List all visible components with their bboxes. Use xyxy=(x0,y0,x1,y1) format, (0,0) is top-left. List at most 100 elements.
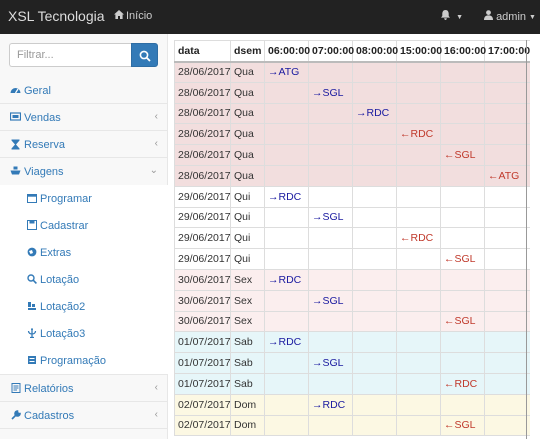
cell-time-slot[interactable]: →RDC xyxy=(264,268,309,291)
cell-time-slot xyxy=(440,61,485,83)
cell-time-slot xyxy=(396,352,441,374)
outbound-trip[interactable]: →RDC xyxy=(268,336,302,349)
sidebar-item-label: Relatórios xyxy=(24,383,74,395)
sidebar-subitem-label: Programação xyxy=(40,355,107,367)
outbound-trip[interactable]: →RDC xyxy=(268,273,302,286)
sidebar-subitem-label: Extras xyxy=(40,247,72,259)
cell-time-slot[interactable]: ←SGL xyxy=(440,248,485,270)
cell-time-slot xyxy=(264,352,309,374)
cell-weekday: Qui xyxy=(230,227,265,250)
cell-time-slot[interactable]: ←RDC xyxy=(396,227,441,250)
table-row: 28/06/2017 Qua ←RDC xyxy=(174,123,530,146)
cell-time-slot xyxy=(352,414,397,437)
outbound-trip[interactable]: →ATG xyxy=(268,66,300,79)
inbound-trip[interactable]: ←ATG xyxy=(488,169,520,182)
column-header[interactable]: 15:00:00 xyxy=(396,40,442,63)
cell-time-slot[interactable]: →SGL xyxy=(308,289,353,312)
cell-time-slot xyxy=(484,289,530,312)
cell-time-slot[interactable]: →SGL xyxy=(308,352,353,374)
table-header-row: data dsem 06:00:00 07:00:00 08:00:00 15:00:00… xyxy=(174,40,530,63)
cell-time-slot[interactable]: ←SGL xyxy=(440,310,485,333)
cell-time-slot[interactable]: →RDC xyxy=(264,185,309,208)
cell-time-slot xyxy=(484,123,530,146)
cell-time-slot[interactable]: →RDC xyxy=(352,102,397,125)
cell-time-slot[interactable]: →RDC xyxy=(308,393,353,416)
sidebar-subitem-programacao[interactable]: Programação xyxy=(0,347,168,374)
cell-time-slot xyxy=(396,206,441,229)
brand-link[interactable]: XSL Tecnologia xyxy=(8,8,105,24)
cell-time-slot xyxy=(440,185,485,208)
outbound-trip[interactable]: →SGL xyxy=(312,86,344,99)
sidebar-subitem-lotacao2[interactable]: Lotação2 xyxy=(0,293,168,320)
notifications-dropdown[interactable]: ▼ xyxy=(441,10,463,23)
cell-weekday: Sab xyxy=(230,331,265,354)
sidebar-subitem-extras[interactable]: Extras xyxy=(0,239,168,266)
cell-time-slot xyxy=(264,123,309,146)
sidebar-item-viagens[interactable]: Viagens ⌄ xyxy=(0,158,168,185)
cell-date: 28/06/2017 xyxy=(174,123,231,146)
schedule-table-container: data dsem 06:00:00 07:00:00 08:00:00 15:00:00… xyxy=(174,40,530,439)
inbound-trip[interactable]: ←RDC xyxy=(400,128,434,141)
outbound-trip[interactable]: →RDC xyxy=(356,107,390,120)
cell-time-slot xyxy=(308,123,353,146)
sidebar-item-geral[interactable]: Geral xyxy=(0,77,168,104)
column-header[interactable]: 08:00:00 xyxy=(352,40,398,63)
table-row: 02/07/2017 Dom ←SGL xyxy=(174,414,530,437)
sidebar-subitem-programar[interactable]: Programar xyxy=(0,185,168,212)
cell-time-slot xyxy=(484,393,530,416)
sidebar-item-reserva[interactable]: Reserva ‹ xyxy=(0,131,168,158)
cell-time-slot xyxy=(396,185,441,208)
cell-time-slot[interactable]: ←ATG xyxy=(484,164,530,187)
search-button[interactable] xyxy=(131,43,158,67)
outbound-trip[interactable]: →SGL xyxy=(312,357,344,370)
cell-time-slot[interactable]: ←RDC xyxy=(440,372,485,395)
column-header[interactable]: dsem xyxy=(230,40,265,63)
cell-time-slot[interactable]: →SGL xyxy=(308,206,353,229)
inbound-trip[interactable]: ←SGL xyxy=(444,315,476,328)
column-header[interactable]: 17:00:00 xyxy=(484,40,530,63)
cell-weekday: Qua xyxy=(230,123,265,146)
cell-date: 01/07/2017 xyxy=(174,331,231,354)
toilet-icon xyxy=(26,328,37,339)
inbound-trip[interactable]: ←SGL xyxy=(444,419,476,432)
ship-icon xyxy=(10,166,21,177)
column-header[interactable]: 16:00:00 xyxy=(440,40,486,63)
cell-time-slot xyxy=(308,310,353,333)
cell-time-slot[interactable]: ←SGL xyxy=(440,414,485,437)
cell-time-slot[interactable]: ←SGL xyxy=(440,144,485,166)
outbound-trip[interactable]: →SGL xyxy=(312,294,344,307)
scroll-divider xyxy=(526,40,527,439)
sidebar-subitem-cadastrar[interactable]: Cadastrar xyxy=(0,212,168,239)
inbound-trip[interactable]: ←SGL xyxy=(444,253,476,266)
sidebar-item-relatorios[interactable]: Relatórios ‹ xyxy=(0,375,168,402)
inbound-trip[interactable]: ←RDC xyxy=(444,377,478,390)
cell-time-slot xyxy=(264,372,309,395)
cell-time-slot xyxy=(308,372,353,395)
column-header[interactable]: 06:00:00 xyxy=(264,40,310,63)
inbound-trip[interactable]: ←RDC xyxy=(400,232,434,245)
cell-weekday: Qui xyxy=(230,185,265,208)
outbound-trip[interactable]: →RDC xyxy=(312,398,346,411)
home-link[interactable]: Início xyxy=(114,10,152,22)
inbound-trip[interactable]: ←SGL xyxy=(444,149,476,162)
outbound-trip[interactable]: →SGL xyxy=(312,211,344,224)
sidebar-item-cadastros[interactable]: Cadastros ‹ xyxy=(0,402,168,429)
cell-time-slot[interactable]: →RDC xyxy=(264,331,309,354)
cell-time-slot xyxy=(484,331,530,354)
search-icon xyxy=(26,301,37,312)
filter-input[interactable] xyxy=(9,43,132,67)
sidebar-subitem-lotacao3[interactable]: Lotação3 xyxy=(0,320,168,347)
cell-time-slot[interactable]: ←RDC xyxy=(396,123,441,146)
outbound-trip[interactable]: →RDC xyxy=(268,190,302,203)
sidebar-subitem-lotacao[interactable]: Lotação xyxy=(0,266,168,293)
cell-time-slot[interactable]: →SGL xyxy=(308,81,353,104)
cell-time-slot[interactable]: →ATG xyxy=(264,61,309,83)
user-dropdown[interactable]: admin ▼ xyxy=(484,10,536,23)
column-header[interactable]: 07:00:00 xyxy=(308,40,354,63)
cell-date: 29/06/2017 xyxy=(174,206,231,229)
cell-time-slot xyxy=(264,144,309,166)
cell-weekday: Sab xyxy=(230,352,265,374)
search-icon xyxy=(139,50,151,62)
column-header[interactable]: data xyxy=(174,40,231,63)
sidebar-item-vendas[interactable]: Vendas ‹ xyxy=(0,104,168,131)
